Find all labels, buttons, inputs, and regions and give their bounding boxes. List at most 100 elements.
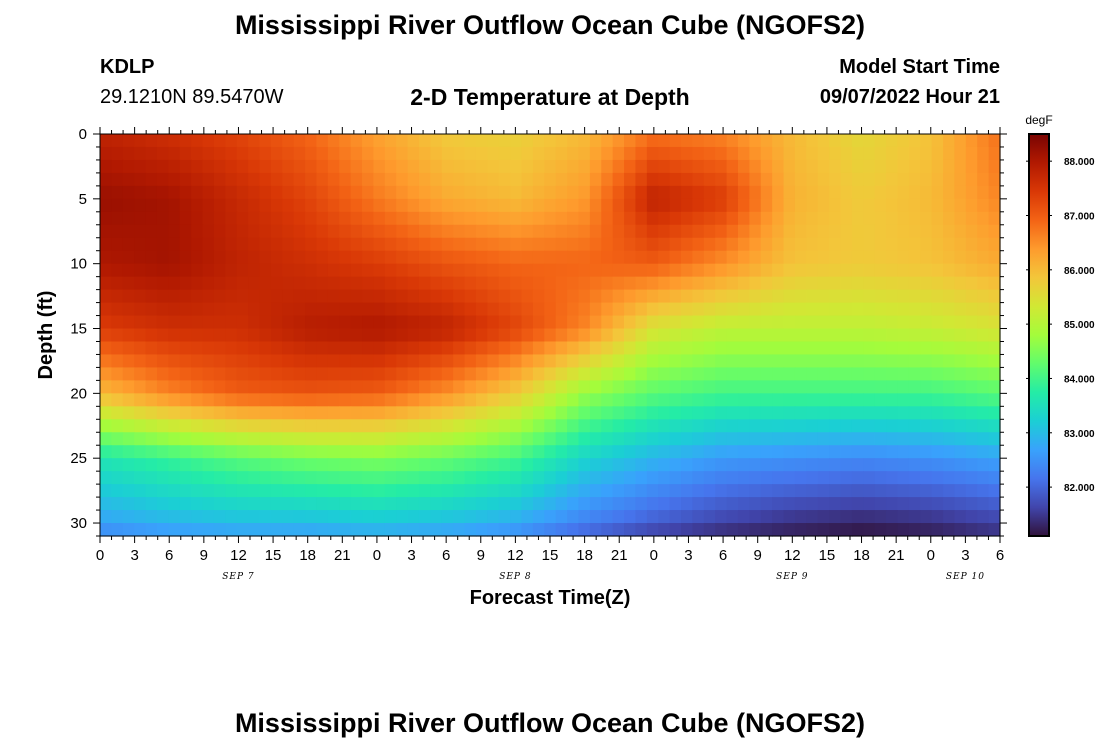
heatmap-cell bbox=[578, 224, 591, 239]
heatmap-cell bbox=[510, 159, 523, 174]
heatmap-cell bbox=[362, 523, 375, 537]
heatmap-cell bbox=[817, 419, 830, 433]
heatmap-cell bbox=[213, 393, 226, 407]
heatmap-cell bbox=[122, 289, 135, 304]
heatmap-cell bbox=[703, 432, 716, 446]
heatmap-cell bbox=[783, 185, 796, 200]
heatmap-cell bbox=[578, 302, 591, 317]
heatmap-cell bbox=[567, 523, 580, 537]
colorbar-ticks: 88.00087.00086.00085.00084.00083.00082.0… bbox=[1026, 157, 1095, 494]
heatmap-cell bbox=[430, 315, 443, 330]
heatmap-cell bbox=[749, 354, 762, 369]
heatmap-cell bbox=[327, 341, 340, 356]
heatmap-cell bbox=[213, 406, 226, 420]
heatmap-cell bbox=[100, 289, 112, 304]
heatmap-cell bbox=[589, 341, 602, 356]
heatmap-cell bbox=[988, 289, 1001, 304]
heatmap-cell bbox=[601, 393, 614, 407]
heatmap-cell bbox=[794, 419, 807, 433]
heatmap-cell bbox=[407, 458, 420, 472]
heatmap-cell bbox=[350, 302, 363, 317]
heatmap-cell bbox=[100, 367, 112, 381]
heatmap-cell bbox=[293, 302, 306, 317]
heatmap-cell bbox=[806, 419, 819, 433]
heatmap-cell bbox=[202, 276, 215, 291]
heatmap-cell bbox=[282, 211, 295, 226]
heatmap-cell bbox=[988, 523, 1001, 537]
heatmap-cell bbox=[430, 328, 443, 343]
heatmap-cell bbox=[384, 185, 397, 200]
heatmap-cell bbox=[794, 302, 807, 317]
heatmap-cell bbox=[521, 134, 534, 148]
heatmap-cell bbox=[487, 510, 500, 524]
heatmap-cell bbox=[840, 328, 853, 343]
heatmap-cell bbox=[555, 198, 568, 213]
heatmap-cell bbox=[145, 302, 158, 317]
heatmap-cell bbox=[863, 134, 876, 148]
heatmap-cell bbox=[350, 224, 363, 239]
heatmap-cell bbox=[111, 380, 124, 394]
heatmap-cell bbox=[965, 315, 978, 330]
heatmap-cell bbox=[931, 198, 944, 213]
heatmap-cell bbox=[794, 510, 807, 524]
heatmap-cell bbox=[134, 159, 147, 174]
heatmap-cell bbox=[612, 276, 625, 291]
heatmap-cell bbox=[134, 445, 147, 459]
model-start-label: Model Start Time bbox=[839, 56, 1000, 78]
heatmap-cell bbox=[931, 211, 944, 226]
heatmap-cell bbox=[829, 510, 842, 524]
heatmap-cell bbox=[270, 263, 283, 278]
heatmap-cell bbox=[407, 445, 420, 459]
heatmap-cell bbox=[840, 380, 853, 394]
heatmap-cell bbox=[817, 354, 830, 369]
heatmap-cell bbox=[908, 523, 921, 537]
heatmap-cell bbox=[829, 497, 842, 511]
heatmap-cell bbox=[601, 432, 614, 446]
heatmap-cell bbox=[817, 172, 830, 187]
heatmap-cell bbox=[339, 198, 352, 213]
heatmap-cell bbox=[510, 341, 523, 356]
heatmap-cell bbox=[601, 419, 614, 433]
heatmap-cell bbox=[589, 510, 602, 524]
heatmap-cell bbox=[692, 471, 705, 485]
heatmap-cell bbox=[567, 211, 580, 226]
heatmap-cell bbox=[931, 289, 944, 304]
heatmap-cell bbox=[168, 380, 181, 394]
heatmap-cell bbox=[749, 523, 762, 537]
heatmap-cell bbox=[282, 302, 295, 317]
y-axis-title: Depth (ft) bbox=[35, 291, 57, 380]
heatmap-cell bbox=[692, 523, 705, 537]
heatmap-cell bbox=[886, 134, 899, 148]
heatmap-cell bbox=[396, 315, 409, 330]
heatmap-cell bbox=[316, 445, 329, 459]
heatmap-cell bbox=[225, 419, 238, 433]
heatmap-cell bbox=[749, 224, 762, 239]
heatmap-cell bbox=[544, 315, 557, 330]
heatmap-cell bbox=[589, 471, 602, 485]
heatmap-cell bbox=[316, 172, 329, 187]
heatmap-cell bbox=[840, 419, 853, 433]
heatmap-cell bbox=[635, 185, 648, 200]
heatmap-cell bbox=[100, 198, 112, 213]
heatmap-cell bbox=[259, 302, 272, 317]
heatmap-cell bbox=[658, 211, 671, 226]
heatmap-cell bbox=[544, 328, 557, 343]
heatmap-cell bbox=[407, 289, 420, 304]
heatmap-cell bbox=[726, 211, 739, 226]
heatmap-cell bbox=[407, 328, 420, 343]
heatmap-cell bbox=[339, 146, 352, 161]
heatmap-cell bbox=[612, 328, 625, 343]
heatmap-cell bbox=[350, 185, 363, 200]
heatmap-cell bbox=[737, 458, 750, 472]
heatmap-cell bbox=[954, 146, 967, 161]
heatmap-cell bbox=[737, 289, 750, 304]
heatmap-cell bbox=[544, 302, 557, 317]
heatmap-cell bbox=[703, 172, 716, 187]
heatmap-cell bbox=[555, 172, 568, 187]
heatmap-cell bbox=[635, 289, 648, 304]
heatmap-cell bbox=[475, 134, 488, 148]
heatmap-cell bbox=[977, 328, 990, 343]
heatmap-cell bbox=[692, 367, 705, 381]
heatmap-cell bbox=[544, 354, 557, 369]
heatmap-cell bbox=[874, 458, 887, 472]
